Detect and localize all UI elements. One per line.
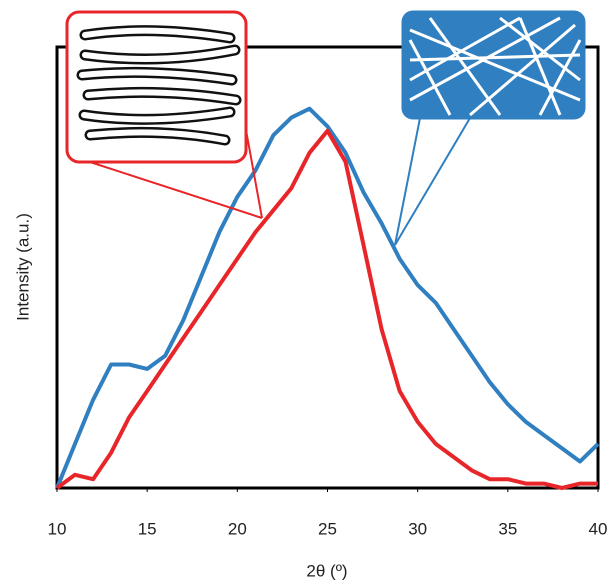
x-tick-label: 15 — [138, 519, 157, 538]
x-tick-label: 20 — [228, 519, 247, 538]
x-tick-label: 40 — [589, 519, 608, 538]
series-line — [55, 128, 598, 490]
y-axis-title: Intensity (a.u.) — [13, 213, 32, 321]
x-tick-label: 30 — [408, 519, 427, 538]
x-tick-label: 35 — [498, 519, 517, 538]
blue-inset — [394, 10, 586, 246]
red-inset — [65, 10, 263, 219]
plot-area — [55, 106, 600, 490]
x-tick-label: 10 — [48, 519, 67, 538]
x-axis-title: 2θ (º) — [306, 561, 347, 580]
x-tick-label: 25 — [318, 519, 337, 538]
series-line — [55, 106, 600, 489]
